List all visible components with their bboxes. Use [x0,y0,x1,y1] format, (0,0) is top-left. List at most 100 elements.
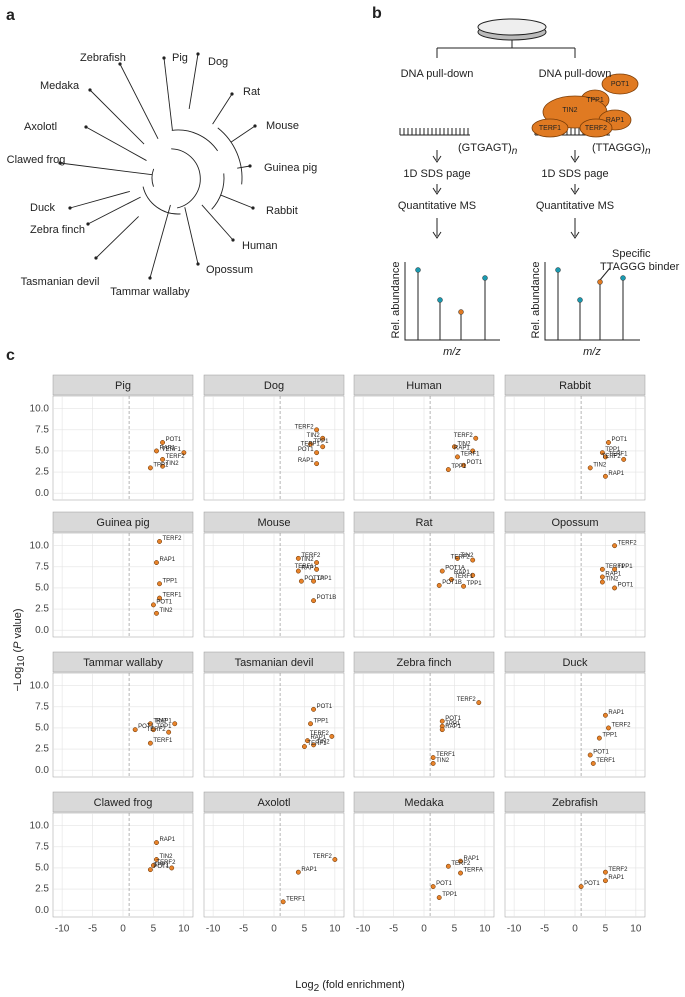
y-tick-label: 5.0 [35,723,49,734]
protein-point [169,865,175,871]
point-label: RAP1 [445,724,461,730]
branch [69,190,130,209]
point-label: TERF2 [608,867,628,873]
x-tick-label: 0 [271,924,277,935]
point-label: TPP1 [602,733,618,739]
step: 1D SDS page [403,168,470,180]
point-label: TERF2 [163,536,183,542]
branch [237,165,251,169]
point-label: TERF2 [451,555,471,561]
node [253,124,257,128]
point-label: TPP1 [467,581,483,587]
protein-point [295,869,301,875]
facet-title: Clawed frog [94,797,153,809]
species-label: Tammar wallaby [110,286,190,298]
protein-point [332,857,338,862]
y-tick-label: 2.5 [35,604,49,615]
point-label: POT1 [467,460,483,466]
facet-title: Tasmanian devil [235,657,314,669]
point-label: RAP1 [159,557,175,563]
strip [52,374,194,396]
node [196,262,200,266]
point-label: TPP1 [451,464,467,470]
branch [163,57,173,131]
species-label: Opossum [206,264,253,276]
protein-point [154,857,159,862]
step: Quantitative MS [398,200,476,212]
protein-point [280,899,286,905]
node [231,238,235,242]
y-tick-label: 2.5 [35,884,49,895]
point-label: TERF1 [295,564,315,570]
x-tick-label: 0 [120,924,126,935]
point-label: TERFA [464,868,483,874]
x-tick-label: -10 [507,924,522,935]
protein-point [590,761,596,766]
protein-point [606,440,611,445]
strip [203,651,345,673]
protein-point [150,602,156,608]
protein-point [314,560,320,566]
spectrum-dots [415,267,626,315]
point-label: RAP1 [159,837,175,843]
protein-point [430,884,436,890]
point-label: TERF1 [605,564,625,570]
protein-point [147,740,153,746]
y-tick-label: 0.0 [35,905,49,916]
point-label: TERF1 [454,574,474,580]
strip [52,651,194,673]
protein-point [314,450,320,456]
facet-title: Guinea pig [96,517,149,529]
species-label: Human [242,240,277,252]
facet-title: Tammar wallaby [83,657,163,669]
protein-point [458,858,463,864]
point-label: RAP1 [464,856,480,862]
protein-point [295,568,301,574]
node [84,125,88,129]
point-label: TIN2 [166,461,180,467]
branch [89,89,145,145]
species-label: Pig [172,52,188,64]
protein-point [320,444,326,450]
strip [52,791,194,813]
panel-label: b [372,5,382,22]
y-tick-label: 7.5 [35,841,49,852]
protein-point [473,435,479,441]
x-tick-label: -5 [239,924,248,935]
facet-title: Zebra finch [396,657,451,669]
node [251,206,255,210]
x-tick-label: 5 [302,924,308,935]
point-label: TERF1 [153,738,173,744]
protein-point [147,721,153,727]
protein-point [166,729,172,735]
point-label: RAP1 [608,875,624,881]
protein-point [599,574,605,580]
protein-point [329,733,335,739]
protein: RAP1 [606,117,624,124]
protein-point [599,579,605,585]
point-label: TERF1 [162,447,182,453]
protein-point [439,718,445,724]
node [148,276,152,280]
facet-title: Zebrafish [552,797,598,809]
step: 1D SDS page [541,168,608,180]
protein-point [458,870,463,876]
point-label: TERF2 [454,433,474,439]
step: DNA pull-down [401,68,474,80]
protein-point [311,578,317,584]
protein-point [154,840,159,846]
protein-point [314,427,320,433]
branch [184,207,199,265]
point-label: TERF1 [436,752,456,758]
species-label: Rat [243,86,260,98]
sequence: (GTGAGT)n [458,142,518,157]
protein-point [147,465,153,471]
branch [217,127,243,185]
point-label: TERF2 [618,540,638,546]
branch [171,148,201,209]
strip [203,511,345,533]
strip [353,511,495,533]
y-tick-label: 7.5 [35,701,49,712]
protein-point [602,473,608,479]
strip [353,651,495,673]
